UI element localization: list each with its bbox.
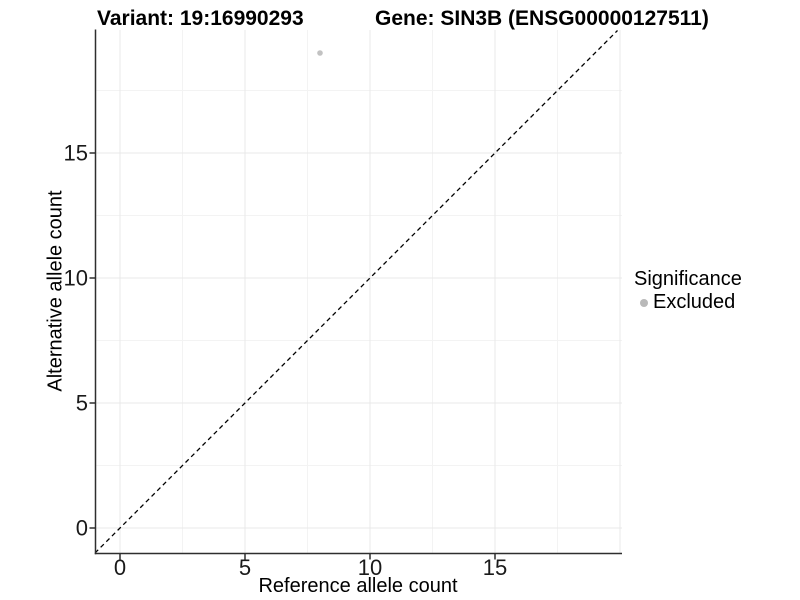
legend-point-icon [640, 298, 648, 307]
x-axis-ticks [119, 553, 496, 560]
x-tick-labels: 0 5 10 15 [114, 555, 507, 580]
x-axis-title: Reference allele count [258, 575, 458, 597]
series-excluded [317, 50, 323, 56]
identity-line [95, 30, 618, 554]
y-tick-labels: 0 5 10 15 [64, 141, 88, 541]
gene-title: Gene: SIN3B (ENSG00000127511) [375, 7, 709, 30]
grid-major [95, 30, 622, 554]
y-axis-title: Alternative allele count [44, 190, 67, 392]
grid-minor [95, 30, 622, 554]
svg-text:0: 0 [76, 516, 88, 541]
legend: Significance Excluded [634, 268, 742, 314]
variant-title: Variant: 19:16990293 [97, 7, 304, 30]
svg-text:5: 5 [76, 391, 88, 416]
legend-title: Significance [634, 268, 742, 290]
legend-item-label: Excluded [653, 291, 736, 313]
svg-text:0: 0 [114, 555, 126, 580]
svg-text:10: 10 [358, 555, 382, 580]
y-axis-ticks [89, 152, 96, 529]
data-point [317, 50, 323, 56]
legend-item-excluded: Excluded [634, 291, 742, 314]
svg-text:15: 15 [483, 555, 507, 580]
svg-text:15: 15 [64, 141, 88, 166]
svg-text:5: 5 [239, 555, 251, 580]
svg-text:10: 10 [64, 266, 88, 291]
